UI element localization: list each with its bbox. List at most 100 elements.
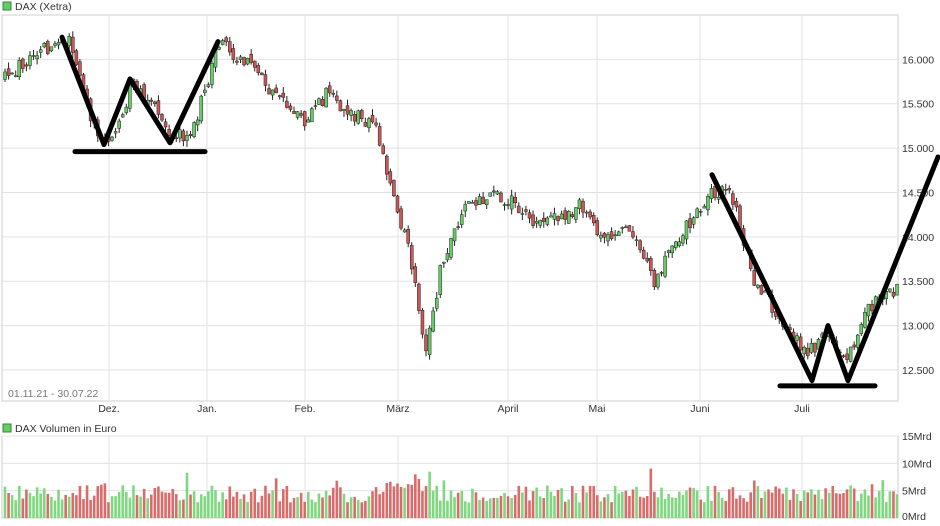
candle-body (841, 355, 846, 357)
candle-body (360, 110, 364, 120)
candle-body (438, 265, 443, 295)
volume-bar (232, 496, 235, 518)
volume-bar (620, 491, 624, 518)
candle-body (756, 284, 760, 288)
volume-bar (556, 489, 560, 518)
volume-bar (239, 498, 242, 518)
candle-body (870, 304, 874, 312)
candle-body (488, 192, 492, 197)
candle-body (891, 291, 896, 297)
legend-swatch-volume (2, 423, 12, 433)
volume-bar (535, 487, 538, 518)
volume-bar (767, 489, 770, 518)
candle-body (228, 41, 232, 53)
candle-body (674, 241, 678, 248)
candle-body (156, 100, 161, 115)
candle-body (345, 105, 350, 115)
candle-body (477, 196, 482, 205)
month-tick-label: März (386, 403, 409, 415)
candle-body (449, 238, 453, 258)
candle-body (363, 122, 368, 127)
candle-body (285, 100, 289, 108)
volume-bar (731, 487, 735, 518)
volume-bar (271, 490, 274, 518)
candle-body (181, 130, 186, 142)
date-range-label: 01.11.21 - 30.07.22 (8, 388, 98, 400)
volume-bar (378, 494, 381, 518)
price-tick-label: 14.500 (902, 187, 934, 199)
volume-bar (695, 490, 699, 518)
volume-bar (117, 491, 121, 518)
volume-bar (310, 499, 314, 518)
candle-body (659, 272, 664, 274)
volume-bar (132, 485, 135, 518)
volume-bar (631, 489, 635, 518)
candle-body (888, 288, 892, 292)
volume-bar (595, 495, 599, 518)
volume-bar (888, 491, 892, 518)
candle-body (331, 92, 336, 95)
volume-bar (342, 493, 346, 518)
price-y-axis: 16.000 15.500 15.000 14.500 14.000 13.500 13.0… (902, 54, 934, 377)
volume-bar (781, 493, 785, 518)
volume-bar (7, 492, 10, 518)
candle-body (10, 72, 14, 75)
volume-bar (845, 489, 849, 518)
volume-bar (881, 480, 885, 518)
volume-bar (563, 501, 567, 518)
candle-body (895, 283, 899, 296)
volume-bar (78, 486, 82, 518)
candle-body (627, 225, 632, 232)
volume-bar (367, 496, 371, 518)
candle-body (56, 41, 61, 46)
candle-body (527, 212, 532, 219)
volume-bar (863, 489, 867, 518)
candle-body (188, 134, 193, 136)
candle-body (509, 195, 514, 210)
volume-bar (524, 486, 528, 518)
volume-bar (14, 500, 18, 518)
volume-bar (185, 472, 189, 518)
candle-body (153, 101, 157, 105)
volume-bar (289, 502, 292, 518)
candle-body (845, 353, 849, 360)
volume-bar (410, 484, 414, 518)
candle-body (513, 197, 517, 203)
volume-bar (160, 491, 164, 518)
volume-bar (274, 478, 278, 518)
volume-bar (235, 491, 239, 518)
volume-bar (75, 495, 78, 518)
volume-bar (71, 492, 75, 518)
candle-body (392, 179, 396, 197)
volume-bar (442, 480, 446, 518)
volume-bar (777, 488, 781, 518)
volume-bar (389, 481, 392, 518)
candle-body (538, 220, 542, 226)
candle-body (302, 111, 307, 127)
candle-body (649, 258, 653, 271)
volume-bar (667, 493, 670, 518)
volume-bar (207, 491, 210, 518)
volume-bar (146, 498, 150, 518)
volume-bar (517, 485, 521, 518)
candle-body (492, 190, 496, 193)
volume-y-axis: 15Mrd 10Mrd 5Mrd 0Mrd (902, 431, 932, 523)
volume-bar (663, 499, 667, 518)
candle-body (470, 202, 475, 204)
candle-body (128, 84, 132, 109)
price-tick-label: 15.000 (902, 143, 934, 155)
candle-body (806, 347, 810, 356)
volume-bar (628, 495, 631, 518)
candle-body (31, 55, 36, 57)
candle-body (281, 92, 286, 98)
volume-bar (617, 493, 620, 518)
volume-bar (835, 493, 838, 518)
volume-bar (42, 488, 46, 518)
candle-body (338, 100, 343, 112)
volume-bar (224, 499, 228, 518)
candle-body (149, 99, 154, 102)
candle-body (695, 208, 699, 218)
candle-body (666, 250, 671, 253)
candle-body (410, 245, 414, 270)
candle-body (224, 37, 228, 42)
